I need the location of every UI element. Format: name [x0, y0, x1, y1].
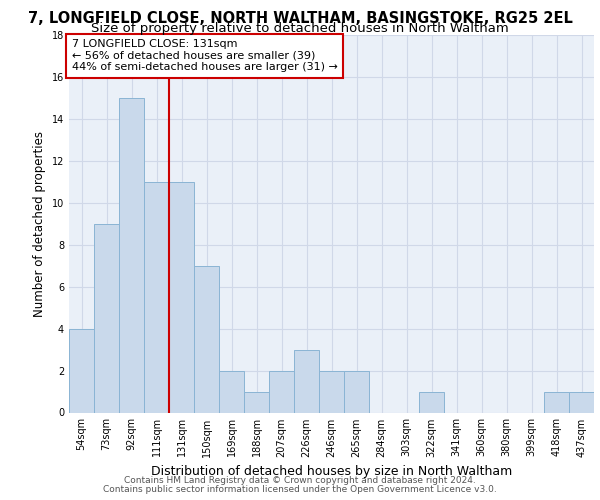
Bar	[419, 392, 444, 412]
Bar	[69, 328, 94, 412]
Bar	[219, 370, 244, 412]
Bar	[269, 370, 294, 412]
X-axis label: Distribution of detached houses by size in North Waltham: Distribution of detached houses by size …	[151, 465, 512, 478]
Bar	[544, 392, 569, 412]
Bar	[569, 392, 594, 412]
Bar	[294, 350, 319, 412]
Bar	[144, 182, 169, 412]
Text: Contains HM Land Registry data © Crown copyright and database right 2024.: Contains HM Land Registry data © Crown c…	[124, 476, 476, 485]
Text: 7 LONGFIELD CLOSE: 131sqm
← 56% of detached houses are smaller (39)
44% of semi-: 7 LONGFIELD CLOSE: 131sqm ← 56% of detac…	[71, 39, 337, 72]
Text: Size of property relative to detached houses in North Waltham: Size of property relative to detached ho…	[91, 22, 509, 35]
Text: Contains public sector information licensed under the Open Government Licence v3: Contains public sector information licen…	[103, 485, 497, 494]
Bar	[94, 224, 119, 412]
Bar	[344, 370, 369, 412]
Bar	[119, 98, 144, 412]
Bar	[244, 392, 269, 412]
Text: 7, LONGFIELD CLOSE, NORTH WALTHAM, BASINGSTOKE, RG25 2EL: 7, LONGFIELD CLOSE, NORTH WALTHAM, BASIN…	[28, 11, 572, 26]
Bar	[169, 182, 194, 412]
Bar	[194, 266, 219, 412]
Bar	[319, 370, 344, 412]
Y-axis label: Number of detached properties: Number of detached properties	[33, 130, 46, 317]
